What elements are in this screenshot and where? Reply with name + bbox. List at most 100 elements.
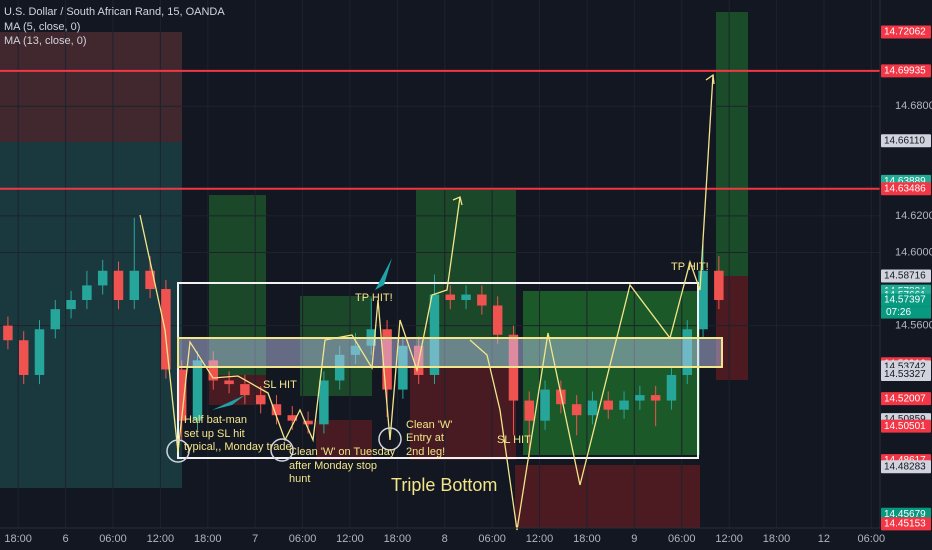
candle-body (650, 395, 661, 401)
y-tick-label: 14.56000 (895, 320, 932, 332)
candle-body (540, 389, 550, 421)
candle-body (287, 415, 298, 421)
candle-body (129, 270, 140, 301)
price-label-bg (881, 25, 931, 39)
candle-body (461, 294, 471, 301)
target-zone (209, 195, 266, 375)
annotation: Clean 'W' on Tuesday (289, 446, 396, 458)
price-label: 14.52007 (884, 393, 926, 404)
price-label-bg (881, 269, 931, 283)
price-label: 14.63889 (884, 176, 926, 187)
x-tick-label: 12:00 (147, 533, 175, 545)
x-tick-label: 06:00 (858, 533, 886, 545)
price-label-bg (881, 392, 931, 406)
candle-body (145, 270, 155, 290)
annotation: SL HIT (497, 434, 531, 446)
candle-body (429, 294, 440, 375)
candle-body (477, 294, 487, 306)
candle-body (82, 285, 92, 301)
y-tick-label: 14.60000 (895, 246, 932, 258)
zigzag (469, 74, 714, 531)
candle-body (50, 309, 61, 330)
price-label-bg (881, 293, 931, 307)
x-tick-label: 06:00 (99, 533, 127, 545)
candle-body (18, 340, 29, 375)
candle-body (619, 400, 629, 410)
stop-zone (316, 420, 372, 460)
candle-body (255, 395, 266, 405)
grid (0, 0, 880, 528)
x-tick-label: 12 (818, 533, 830, 545)
annotation: TP HIT! (671, 261, 709, 273)
marker-circle (270, 438, 294, 462)
annotation: Triple Bottom (391, 475, 497, 495)
stop-zone (515, 465, 700, 528)
price-label: 14.45153 (884, 519, 926, 530)
annotation: hunt (289, 473, 310, 485)
range-box (177, 282, 699, 459)
long-zone (0, 142, 182, 488)
candle-body (240, 384, 250, 396)
candle-body (3, 325, 13, 341)
y-tick-label: 14.62000 (895, 210, 932, 222)
callout-arrow (375, 258, 392, 290)
candle-body (161, 289, 171, 370)
x-tick-label: 18:00 (194, 533, 222, 545)
price-label-bg (881, 182, 931, 196)
x-tick-label: 12:00 (526, 533, 554, 545)
zigzag (139, 196, 461, 453)
candle-body (603, 400, 613, 410)
countdown: 07:26 (886, 307, 911, 318)
price-label-bg (881, 460, 931, 474)
price-label: 14.53327 (884, 369, 926, 380)
indicator-label: MA (5, close, 0) (4, 21, 80, 33)
marker-circle (166, 439, 190, 463)
candle-body (714, 270, 724, 301)
candle-body (587, 400, 598, 416)
annotation: set up SL hit (184, 428, 245, 440)
price-label-bg (881, 367, 931, 381)
candle-body (666, 374, 677, 401)
price-lines (0, 69, 880, 190)
x-tick-label: 18:00 (384, 533, 412, 545)
candle-body (97, 270, 108, 286)
annotation: SL HIT (263, 379, 297, 391)
candle-body (682, 329, 692, 375)
target-zone (716, 12, 748, 276)
price-label: 14.58716 (884, 271, 926, 282)
candle-body (208, 360, 219, 381)
x-tick-label: 18:00 (4, 533, 32, 545)
price-label-bg (881, 134, 931, 148)
stop-zone (410, 368, 516, 460)
x-tick-label: 18:00 (573, 533, 601, 545)
price-label-bg (881, 517, 931, 531)
callout-arrow (212, 395, 245, 410)
arrow-head (705, 73, 715, 85)
candle-body (271, 404, 282, 416)
countdown-bg (881, 306, 931, 319)
annotation: typical,, Monday trade (184, 441, 292, 453)
x-tick-label: 12:00 (715, 533, 743, 545)
price-label: 14.48283 (884, 461, 926, 472)
candle-body (319, 380, 329, 425)
target-zone (523, 291, 700, 455)
x-tick-label: 06:00 (478, 533, 506, 545)
candle-body (698, 270, 708, 330)
x-tick-label: 06:00 (668, 533, 696, 545)
candle-body (66, 300, 76, 310)
price-label-bg (881, 64, 931, 78)
x-tick-label: 6 (63, 533, 69, 545)
candle-body (524, 400, 535, 421)
zone-box (177, 337, 723, 368)
price-label: 14.50501 (884, 421, 926, 432)
candle-body (492, 305, 503, 335)
annotation: after Monday stop (289, 460, 377, 472)
candle-body (303, 420, 313, 425)
annotation: Entry at (406, 432, 444, 444)
annotation: Clean 'W' (406, 419, 452, 431)
marker-circle (378, 427, 402, 451)
price-label: 14.45679 (884, 509, 926, 520)
annotation: Half bat-man (184, 414, 247, 426)
price-label: 14.69935 (884, 65, 926, 76)
